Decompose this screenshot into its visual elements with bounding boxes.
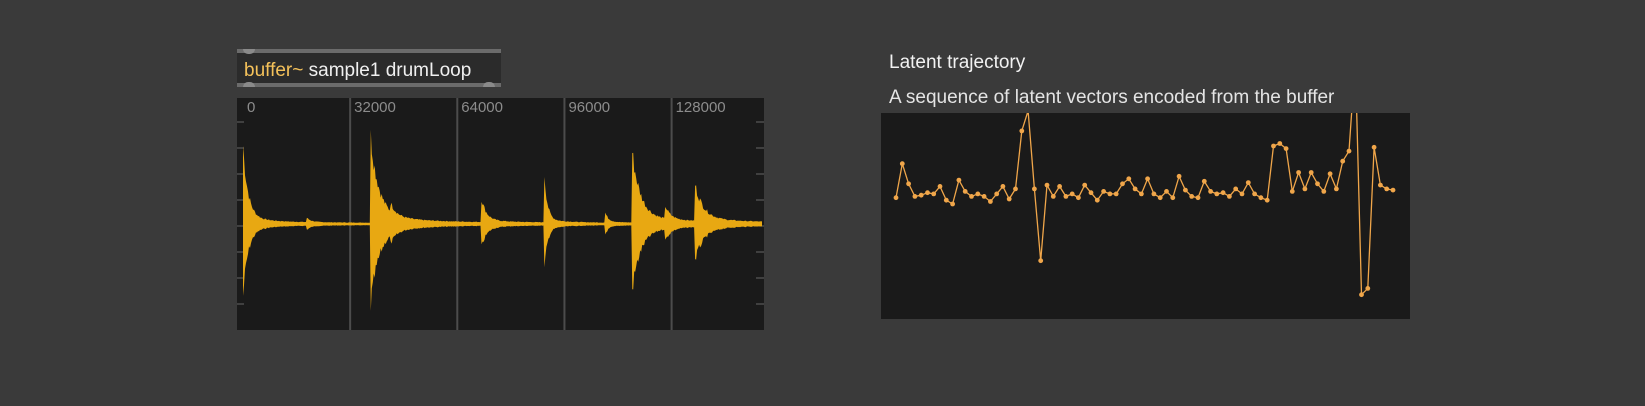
latent-point <box>1107 191 1113 197</box>
latent-point <box>1120 181 1125 187</box>
latent-point <box>925 190 930 196</box>
latent-point <box>1346 148 1352 154</box>
latent-point <box>1258 195 1264 201</box>
latent-point <box>1195 195 1201 201</box>
latent-point <box>1151 191 1157 197</box>
latent-point <box>1327 171 1333 177</box>
latent-point <box>937 184 943 189</box>
ruler-label-128000: 128000 <box>675 99 726 116</box>
ruler-label-64000: 64000 <box>461 99 503 116</box>
latent-point <box>1283 146 1289 151</box>
ruler-label-32000: 32000 <box>354 99 396 116</box>
latent-point <box>962 189 968 194</box>
latent-point <box>893 195 899 201</box>
latent-point <box>969 194 974 199</box>
latent-point <box>1201 178 1207 184</box>
buffer-object-text: buffer~ sample1 drumLoop <box>244 59 471 83</box>
latent-point <box>1132 186 1138 192</box>
latent-point <box>1245 180 1251 185</box>
latent-point <box>981 194 987 199</box>
latent-point <box>918 192 924 198</box>
latent-point <box>1271 143 1276 149</box>
buffer-inlet[interactable] <box>243 49 255 54</box>
latent-point <box>899 161 905 167</box>
latent-point <box>1013 186 1018 192</box>
latent-point <box>1170 195 1176 201</box>
latent-point <box>1321 189 1327 194</box>
latent-point <box>1019 128 1025 134</box>
latent-point <box>1063 194 1069 199</box>
latent-point <box>1239 191 1245 197</box>
latent-point <box>950 201 955 207</box>
buffer-object-box[interactable]: buffer~ sample1 drumLoop <box>237 49 501 87</box>
latent-point <box>1308 170 1314 175</box>
latent-point <box>1214 191 1220 197</box>
latent-point <box>1076 195 1081 201</box>
latent-point <box>1044 182 1050 188</box>
latent-point <box>1164 189 1169 194</box>
waveform-display[interactable]: 0 32000 64000 96000 128000 <box>237 98 764 330</box>
latent-point <box>1057 184 1062 189</box>
latent-point <box>1101 189 1106 194</box>
latent-point <box>1390 187 1396 193</box>
latent-point <box>1289 189 1295 194</box>
latent-point <box>1233 186 1239 192</box>
latent-point <box>1208 189 1213 194</box>
latent-trajectory-plot <box>881 113 1410 319</box>
buffer-outlet-left[interactable] <box>243 82 255 87</box>
latent-point <box>1050 194 1056 199</box>
latent-point <box>931 191 937 197</box>
latent-point <box>1157 195 1163 201</box>
latent-point <box>1032 186 1037 192</box>
waveform-svg <box>237 98 764 330</box>
latent-line <box>895 113 1394 297</box>
latent-subtitle: A sequence of latent vectors encoded fro… <box>889 87 1335 108</box>
latent-point <box>1378 182 1383 188</box>
latent-point <box>988 199 993 204</box>
ruler-label-96000: 96000 <box>568 99 611 116</box>
latent-point <box>1220 190 1226 196</box>
latent-point <box>1264 197 1270 203</box>
latent-point <box>1088 190 1094 196</box>
latent-point <box>1315 181 1320 187</box>
latent-point <box>1145 176 1150 182</box>
latent-point <box>1000 184 1006 189</box>
latent-point <box>1113 191 1119 197</box>
buffer-outlet-right[interactable] <box>483 82 495 87</box>
buffer-object-args: sample1 drumLoop <box>308 60 472 81</box>
latent-point <box>1252 191 1257 197</box>
latent-point <box>1006 196 1012 202</box>
latent-title: Latent trajectory <box>889 52 1026 73</box>
ruler-label-0: 0 <box>247 99 256 116</box>
buffer-class-name: buffer~ <box>244 60 304 81</box>
latent-point <box>1069 191 1075 197</box>
latent-point <box>906 181 911 187</box>
latent-point <box>1384 186 1390 192</box>
latent-point <box>1227 194 1232 199</box>
latent-point <box>1176 173 1182 179</box>
latent-point <box>1334 186 1339 192</box>
latent-point <box>1296 170 1301 175</box>
latent-point <box>1340 158 1346 164</box>
latent-point <box>1302 186 1308 192</box>
latent-point <box>956 177 962 183</box>
latent-point <box>1126 176 1132 182</box>
latent-point <box>1094 197 1100 203</box>
latent-point <box>1365 286 1371 291</box>
latent-point <box>1183 187 1188 193</box>
latent-point <box>943 197 949 203</box>
latent-point <box>975 191 981 197</box>
latent-point <box>1082 182 1088 188</box>
latent-svg <box>893 113 1396 298</box>
latent-point <box>994 191 1000 197</box>
latent-point <box>1189 194 1195 199</box>
latent-point <box>1139 191 1144 197</box>
waveform-shape <box>243 129 762 311</box>
latent-point <box>1359 292 1364 298</box>
latent-point <box>912 194 918 199</box>
latent-point <box>1277 141 1283 146</box>
latent-point <box>1038 258 1044 264</box>
latent-point <box>1371 144 1377 150</box>
